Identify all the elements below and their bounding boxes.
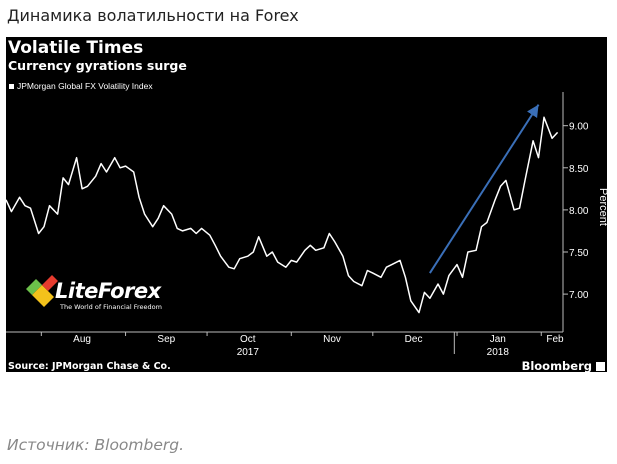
legend-label: JPMorgan Global FX Volatility Index <box>17 81 153 91</box>
page-heading: Динамика волатильности на Forex <box>7 6 299 25</box>
y-tick-label: 8.00 <box>569 206 589 217</box>
liteforex-watermark: LiteForex The World of Financial Freedom <box>22 265 182 315</box>
chart-panel: 7.00 7.50 8.00 8.50 9.00 Percent Aug Sep Oct Nov D… <box>6 37 607 373</box>
y-tick-label: 8.50 <box>569 164 589 175</box>
year-label: 2017 <box>237 347 260 358</box>
x-tick-label: Feb <box>546 334 564 345</box>
x-tick-label: Dec <box>405 334 423 345</box>
chart-subtitle: Currency gyrations surge <box>8 58 187 73</box>
liteforex-logo-icon <box>26 275 58 307</box>
bloomberg-brand: Bloomberg <box>522 359 605 373</box>
watermark-tagline: The World of Financial Freedom <box>60 303 162 311</box>
y-axis-label: Percent <box>597 188 607 226</box>
bloomberg-logo-icon <box>596 361 605 371</box>
x-tick-label: Nov <box>323 334 341 345</box>
x-tick-label: Oct <box>240 334 256 345</box>
y-tick-label: 9.00 <box>569 122 589 133</box>
bloomberg-label: Bloomberg <box>521 359 592 373</box>
chart-title: Volatile Times <box>8 38 144 58</box>
x-tick-label: Jan <box>490 334 506 345</box>
legend-swatch <box>9 83 14 89</box>
y-tick-label: 7.50 <box>569 248 589 259</box>
chart-source: Source: JPMorgan Chase & Co. <box>8 361 171 372</box>
x-tick-label: Sep <box>157 334 175 345</box>
chart-canvas: 7.00 7.50 8.00 8.50 9.00 Percent Aug Sep Oct Nov D… <box>6 92 607 358</box>
legend: JPMorgan Global FX Volatility Index <box>9 81 153 91</box>
source-caption: Источник: Bloomberg. <box>7 436 185 454</box>
y-tick-label: 7.00 <box>569 290 589 301</box>
year-label: 2018 <box>487 347 510 358</box>
series-line-volatility <box>6 116 559 314</box>
trend-arrow <box>429 104 540 274</box>
x-tick-label: Aug <box>73 334 91 345</box>
watermark-brand: LiteForex <box>55 279 161 303</box>
